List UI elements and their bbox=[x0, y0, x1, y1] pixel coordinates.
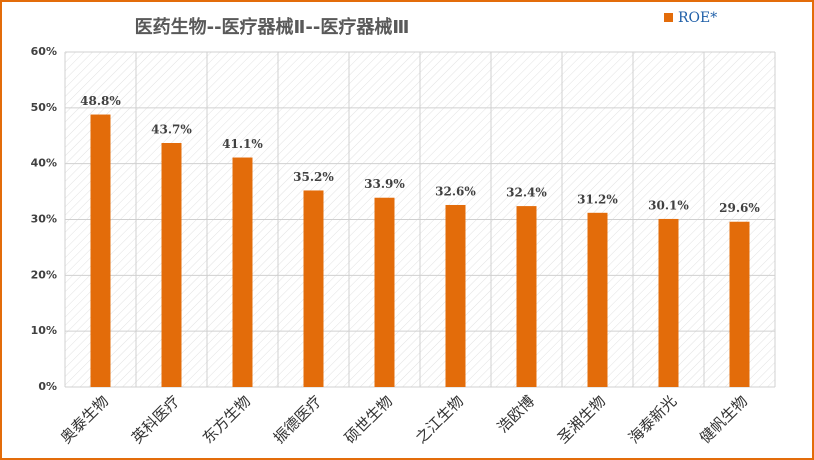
bar bbox=[232, 157, 253, 387]
bar bbox=[658, 218, 679, 387]
bar bbox=[374, 197, 395, 387]
y-tick-label: 0% bbox=[38, 380, 57, 393]
y-tick-label: 30% bbox=[31, 213, 57, 226]
bar bbox=[516, 206, 537, 387]
bar bbox=[90, 114, 111, 388]
data-label: 35.2% bbox=[293, 170, 334, 184]
data-label: 32.6% bbox=[435, 184, 476, 198]
data-label: 41.1% bbox=[222, 137, 263, 151]
y-tick-label: 20% bbox=[31, 268, 57, 281]
data-label: 29.6% bbox=[719, 201, 760, 215]
legend-label: ROE* bbox=[678, 10, 717, 26]
bar bbox=[161, 143, 182, 387]
legend-swatch bbox=[664, 13, 673, 22]
bar bbox=[729, 221, 750, 387]
data-label: 48.8% bbox=[80, 94, 121, 108]
data-label: 31.2% bbox=[577, 192, 618, 206]
y-tick-label: 10% bbox=[31, 324, 57, 337]
y-tick-label: 40% bbox=[31, 157, 57, 170]
data-label: 32.4% bbox=[506, 186, 547, 200]
data-label: 33.9% bbox=[364, 177, 405, 191]
y-tick-label: 50% bbox=[31, 101, 57, 114]
bar bbox=[587, 212, 608, 387]
data-label: 30.1% bbox=[648, 198, 689, 212]
chart-title: 医药生物--医疗器械Ⅱ--医疗器械Ⅲ bbox=[135, 16, 410, 38]
y-tick-label: 60% bbox=[31, 45, 57, 58]
bar bbox=[445, 204, 466, 387]
data-label: 43.7% bbox=[151, 123, 192, 137]
bar bbox=[303, 190, 324, 387]
